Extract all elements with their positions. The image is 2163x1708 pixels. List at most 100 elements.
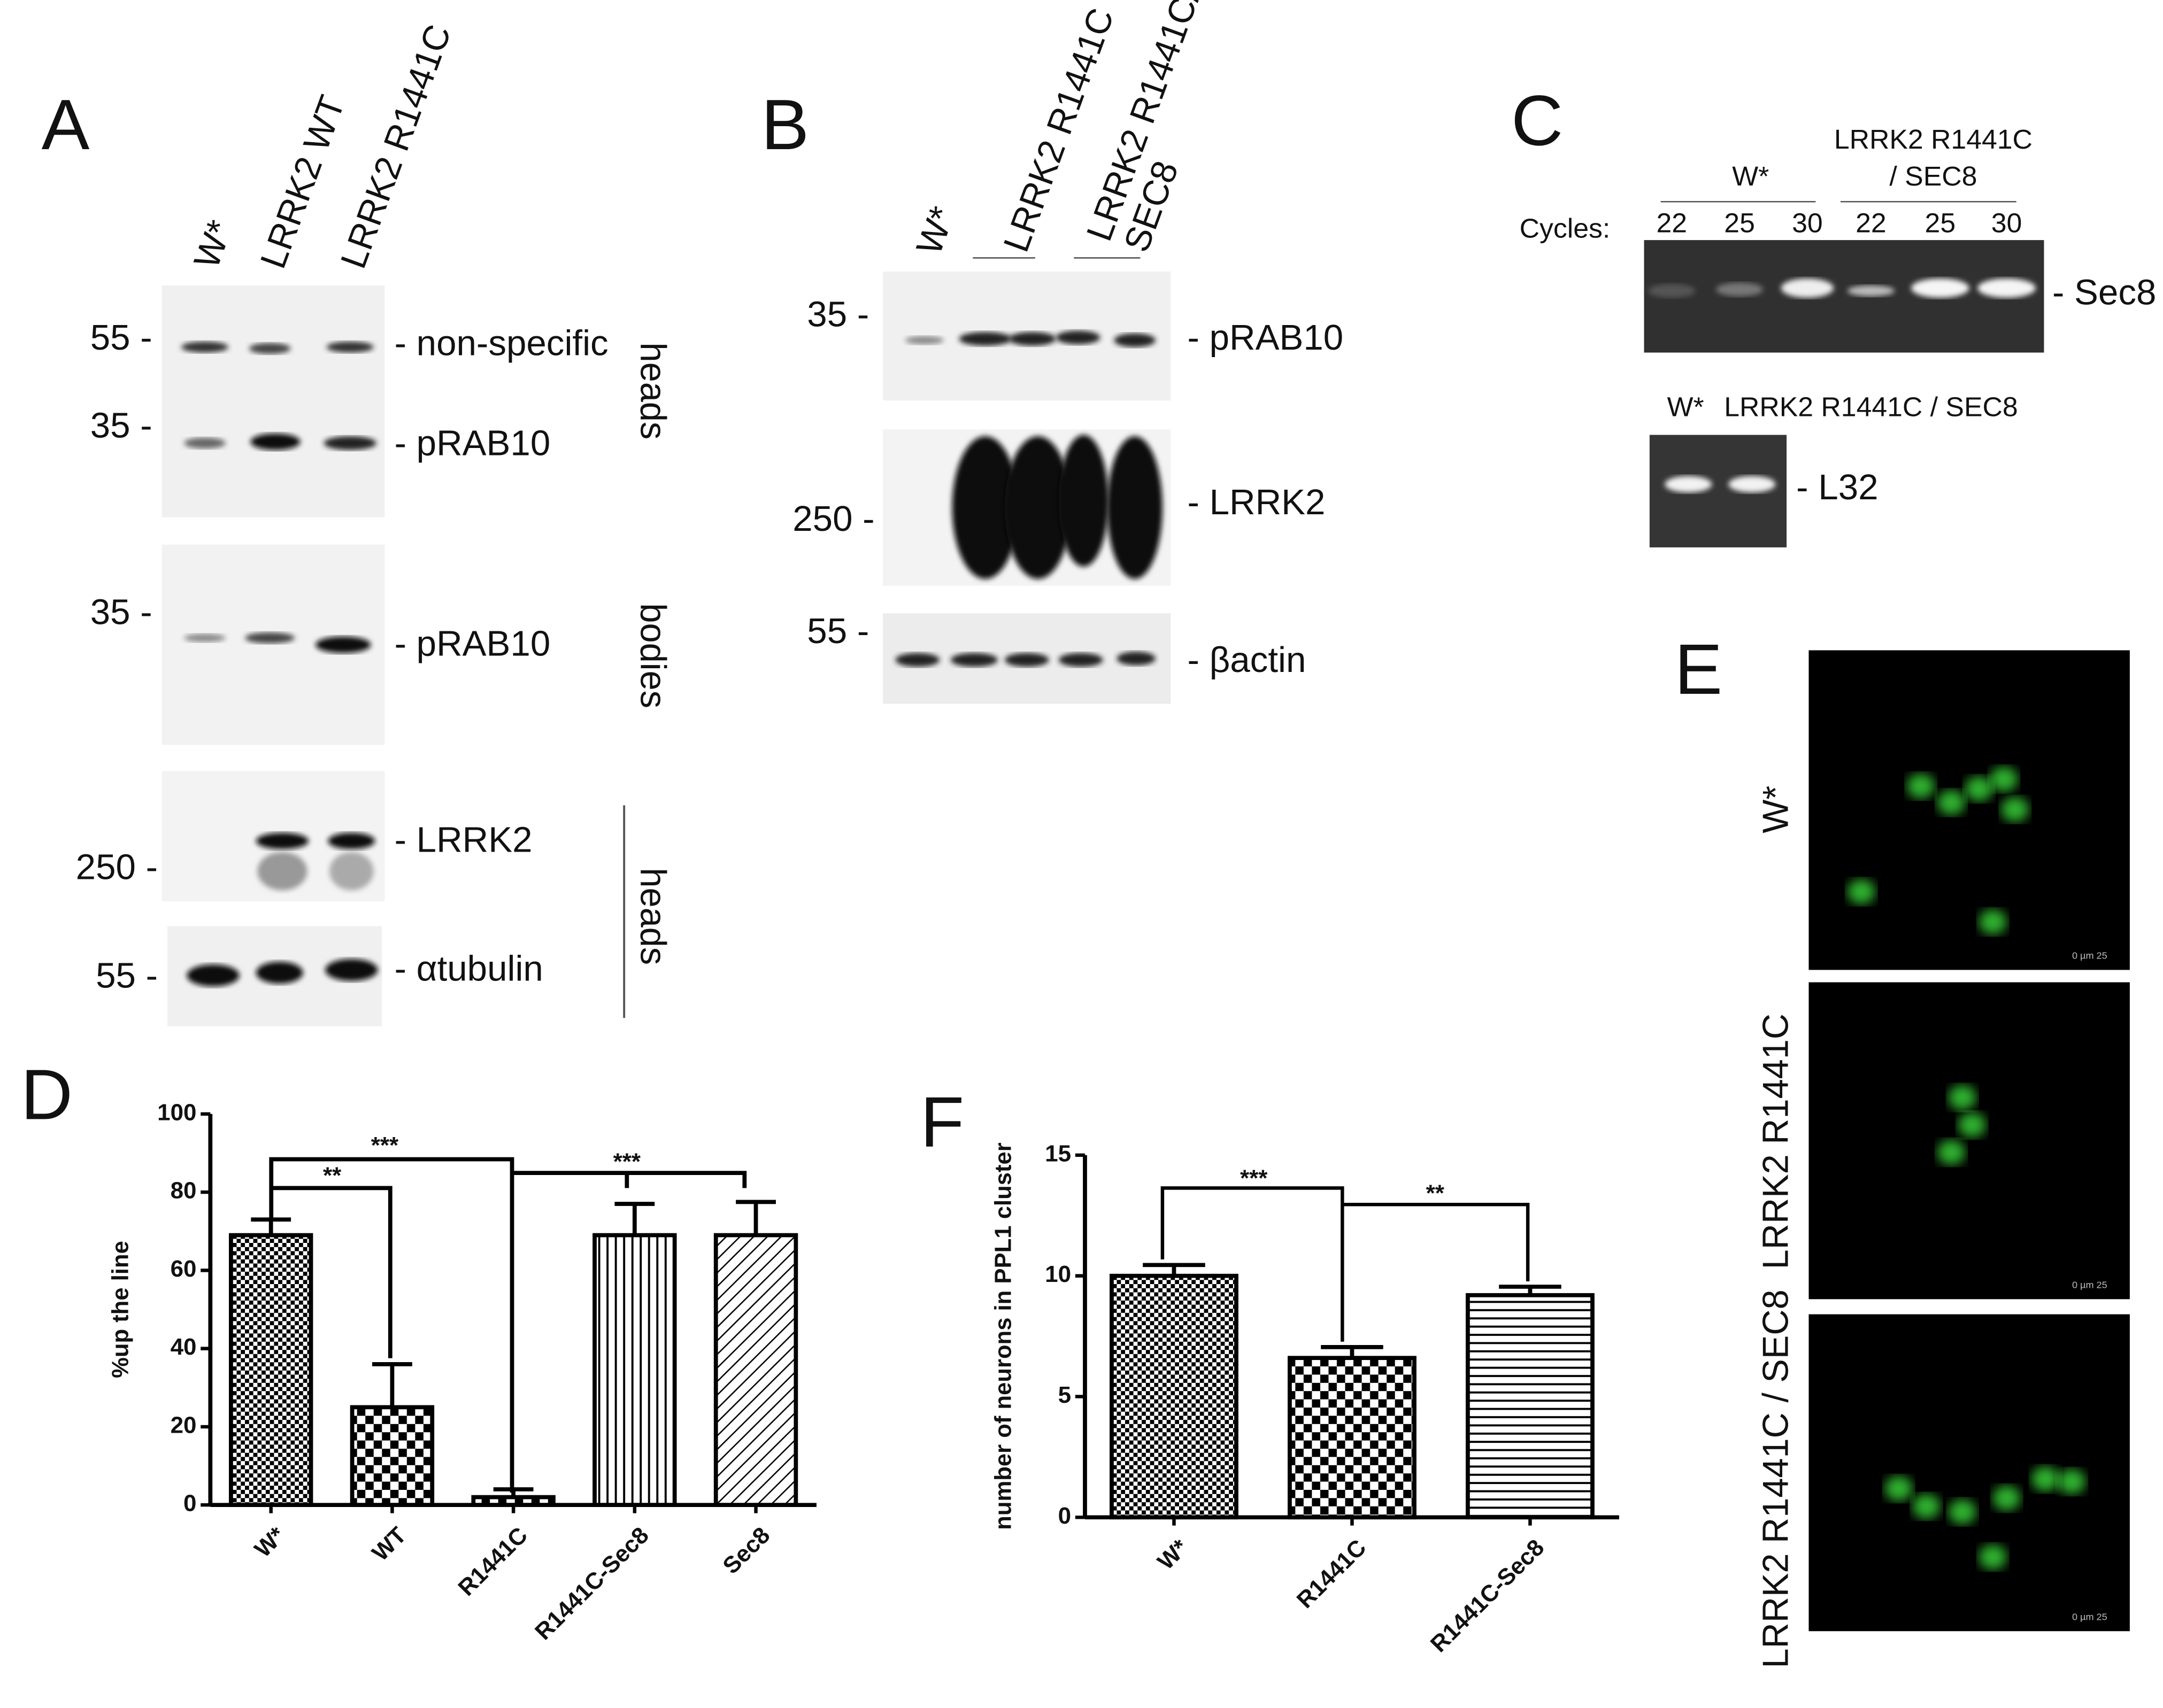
blot-band: [315, 636, 371, 653]
bar: [1466, 1293, 1595, 1520]
blot-band: [328, 832, 375, 849]
lane-label: LRRK2 R1441C: [333, 19, 459, 273]
x-tick-label: W*: [1152, 1534, 1193, 1575]
panel-letter: A: [42, 86, 90, 165]
tissue-label: bodies: [633, 603, 673, 708]
cycle-number: 30: [1991, 207, 2022, 238]
blot-band: [250, 433, 301, 450]
band-label: - non-specific: [395, 323, 609, 364]
cycle-number: 22: [1856, 207, 1887, 238]
panel-letter: C: [1511, 81, 1563, 160]
cycle-number: 22: [1656, 207, 1687, 238]
scale-bar-label: 0 µm 25: [2072, 1279, 2107, 1290]
micrograph: [1808, 1314, 2130, 1632]
group-label: LRRK2 R1441C: [1834, 123, 2033, 154]
blot-band: [1117, 651, 1156, 666]
bar: [713, 1233, 798, 1508]
significance-bracket: [271, 1186, 392, 1358]
x-tick-label: R1441C: [1292, 1534, 1372, 1613]
significance-label: ***: [371, 1132, 398, 1158]
bar: [229, 1233, 313, 1508]
neuron: [1847, 879, 1875, 905]
neuron: [1948, 1085, 1976, 1110]
band-label: - Sec8: [2052, 273, 2156, 313]
group-label: / SEC8: [1889, 160, 1977, 191]
cycle-number: 25: [1925, 207, 1956, 238]
neuron: [1979, 909, 2007, 934]
y-tick-label: 80: [171, 1178, 197, 1204]
blot-band: [324, 436, 376, 450]
x-tick-label: W*: [249, 1522, 290, 1563]
significance-bracket: [1160, 1186, 1530, 1342]
blot-band: [1009, 332, 1056, 346]
blot-band: [895, 653, 940, 667]
blot-band: [1114, 333, 1156, 347]
marker: 55 -: [90, 318, 152, 358]
lane-label: W*: [1667, 391, 1704, 422]
neuron: [1990, 767, 2018, 792]
blot-band: [245, 632, 295, 644]
lane-label: LRRK2 R1441C / SEC8: [1724, 391, 2018, 422]
blot-band: [1977, 278, 2036, 298]
micrograph: [1808, 650, 2130, 970]
cycle-number: 30: [1792, 207, 1823, 238]
blot-band: [256, 961, 303, 984]
significance-label: **: [323, 1163, 341, 1189]
tissue-label: heads: [633, 342, 673, 439]
neuron: [1937, 1140, 1965, 1165]
blot-band: [329, 852, 374, 891]
blot-band: [1716, 282, 1764, 297]
marker: 35 -: [807, 295, 869, 335]
bar: [350, 1405, 435, 1508]
blot-band: [1665, 476, 1712, 493]
marker: 250 -: [792, 499, 874, 539]
cycles-label: Cycles:: [1520, 213, 1611, 244]
blot-band: [1781, 278, 1834, 298]
row-label: LRRK2 R1441C: [1756, 1014, 1796, 1269]
band-label: - L32: [1796, 467, 1878, 507]
neuron: [2001, 797, 2029, 822]
y-tick-label: 20: [171, 1412, 197, 1439]
blot-band: [952, 436, 1019, 579]
blot-band: [325, 959, 378, 981]
bar: [592, 1233, 677, 1508]
significance-label: **: [1426, 1180, 1444, 1207]
blot-band: [1728, 476, 1776, 493]
y-axis-label: number of neurons in PPL1 cluster: [990, 1142, 1016, 1530]
y-tick-label: 60: [171, 1256, 197, 1282]
scale-bar-label: 0 µm 25: [2072, 950, 2107, 961]
blot-band: [184, 437, 226, 449]
panel-letter: E: [1674, 630, 1722, 709]
y-tick-label: 15: [1045, 1140, 1071, 1166]
bar: [1110, 1273, 1238, 1520]
band-label: - LRRK2: [1187, 482, 1325, 522]
panel-letter: D: [21, 1055, 73, 1134]
row-label: W*: [1756, 786, 1796, 833]
neuron: [1992, 1486, 2021, 1511]
significance-label: ***: [1240, 1165, 1267, 1192]
y-tick-label: 5: [1058, 1382, 1071, 1408]
scale-bar-label: 0 µm 25: [2072, 1611, 2107, 1622]
marker: 35 -: [90, 406, 152, 446]
blot-band: [959, 332, 1012, 346]
cycle-number: 25: [1724, 207, 1755, 238]
gel: [1649, 435, 1787, 547]
bar: [1288, 1356, 1417, 1520]
micrograph: [1808, 982, 2130, 1300]
neuron: [1884, 1476, 1913, 1501]
marker: 55 -: [807, 611, 869, 651]
y-tick-label: 100: [157, 1100, 196, 1126]
neuron: [2058, 1469, 2086, 1494]
neuron: [1937, 790, 1965, 815]
blot-band: [1056, 330, 1100, 345]
x-tick-label: R1441C-Sec8: [1426, 1534, 1550, 1657]
neuron: [1979, 1544, 2007, 1570]
lane-label: W*: [186, 215, 240, 273]
neuron: [1912, 1494, 1941, 1519]
blot-band: [1648, 284, 1696, 298]
x-tick-label: R1441C: [453, 1522, 533, 1601]
blot-band: [1847, 285, 1895, 297]
blot: [161, 285, 385, 517]
x-tick-label: WT: [367, 1522, 411, 1566]
